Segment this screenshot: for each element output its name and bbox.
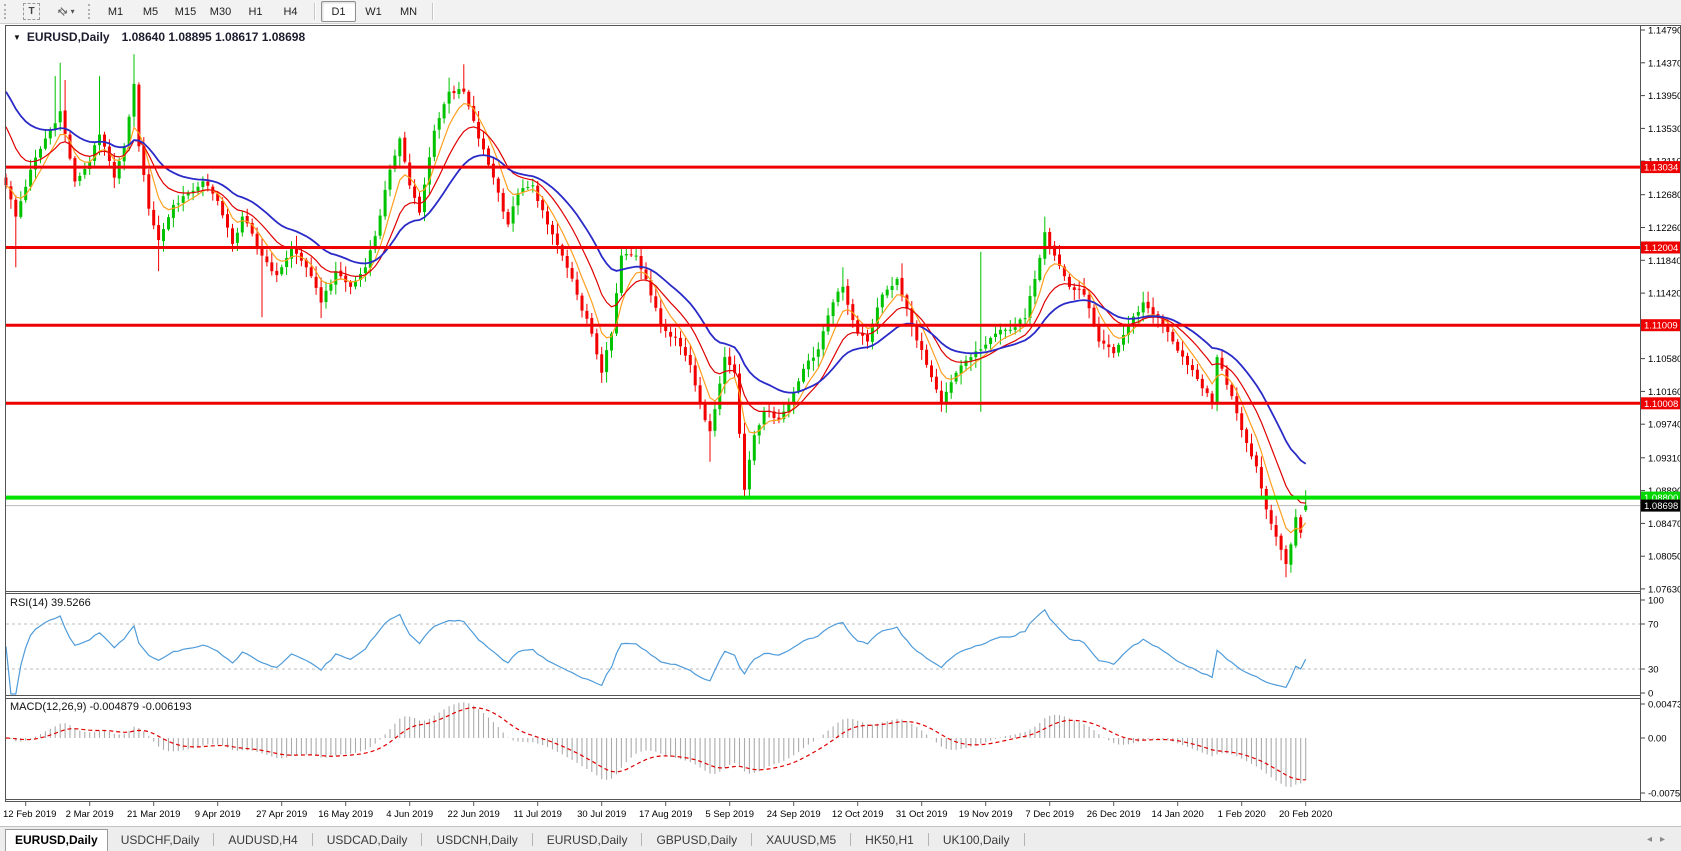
svg-text:30: 30 (1648, 665, 1659, 676)
tab-usdcad-daily[interactable]: USDCAD,Daily (326, 833, 408, 847)
svg-text:2 Mar 2019: 2 Mar 2019 (66, 809, 114, 820)
svg-text:1.09740: 1.09740 (1648, 420, 1681, 431)
timeframe-mn-button[interactable]: MN (399, 5, 418, 18)
svg-text:9 Apr 2019: 9 Apr 2019 (195, 809, 241, 820)
svg-text:1.11420: 1.11420 (1648, 289, 1681, 300)
svg-text:30 Jul 2019: 30 Jul 2019 (577, 809, 626, 820)
svg-text:1.10008: 1.10008 (1644, 399, 1678, 410)
svg-text:1.12680: 1.12680 (1648, 190, 1681, 201)
svg-text:1.08470: 1.08470 (1648, 519, 1681, 530)
chart-title: ▼ EURUSD,Daily 1.08640 1.08895 1.08617 1… (13, 30, 305, 44)
tab-scroll-left-icon: ◂ (1646, 834, 1660, 845)
svg-text:0.00: 0.00 (1648, 734, 1667, 745)
text-tool-button[interactable]: T (14, 1, 49, 22)
timeframe-m1-button[interactable]: M1 (107, 5, 124, 18)
svg-text:1.08800: 1.08800 (1644, 493, 1678, 504)
toolbar-grip[interactable] (4, 4, 9, 19)
tab-separator (927, 833, 929, 846)
tab-gbpusd-daily[interactable]: GBPUSD,Daily (656, 833, 738, 847)
svg-text:21 Mar 2019: 21 Mar 2019 (127, 809, 180, 820)
tab-scroll-right-icon: ▸ (1659, 834, 1673, 845)
svg-text:1.13530: 1.13530 (1648, 124, 1681, 135)
tab-scroll-arrows[interactable]: ◂▸ (1647, 834, 1673, 845)
svg-text:7 Dec 2019: 7 Dec 2019 (1025, 809, 1074, 820)
macd-indicator-label: MACD(12,26,9) -0.004879 -0.006193 (10, 701, 192, 713)
svg-text:0: 0 (1648, 689, 1653, 700)
svg-text:-0.00758: -0.00758 (1648, 789, 1681, 800)
svg-text:1.10160: 1.10160 (1648, 387, 1681, 398)
svg-text:1.07630: 1.07630 (1648, 584, 1681, 595)
tab-hk50-h1[interactable]: HK50,H1 (865, 833, 914, 847)
tab-audusd-h4[interactable]: AUDUSD,H4 (228, 833, 298, 847)
svg-text:1.08698: 1.08698 (1644, 501, 1678, 512)
tab-separator (213, 833, 215, 846)
tab-usdcnh-daily[interactable]: USDCNH,Daily (436, 833, 518, 847)
svg-text:1 Feb 2020: 1 Feb 2020 (1218, 809, 1266, 820)
text-tool-icon: T (23, 3, 40, 20)
svg-text:0.004738: 0.004738 (1648, 700, 1681, 711)
svg-text:22 Jun 2019: 22 Jun 2019 (448, 809, 500, 820)
svg-text:17 Aug 2019: 17 Aug 2019 (639, 809, 692, 820)
svg-text:100: 100 (1648, 596, 1664, 607)
svg-text:1.10580: 1.10580 (1648, 354, 1681, 365)
svg-text:24 Sep 2019: 24 Sep 2019 (767, 809, 821, 820)
toolbar-grip[interactable] (88, 4, 93, 19)
svg-text:4 Jun 2019: 4 Jun 2019 (386, 809, 433, 820)
timeframe-w1-button[interactable]: W1 (365, 5, 382, 18)
tab-separator (751, 833, 753, 846)
chevron-down-icon: ▾ (70, 7, 75, 16)
timeframe-m30-button[interactable]: M30 (209, 5, 232, 18)
tab-xauusd-m5[interactable]: XAUUSD,M5 (766, 833, 837, 847)
tab-separator (1023, 833, 1025, 846)
toolbar-separator (432, 3, 433, 20)
tab-eurusd-daily-2[interactable]: EURUSD,Daily (546, 833, 628, 847)
timeframe-d1-button[interactable]: D1 (321, 1, 356, 22)
timeframe-m15-button[interactable]: M15 (174, 5, 197, 18)
svg-text:14 Jan 2020: 14 Jan 2020 (1152, 809, 1204, 820)
svg-text:26 Dec 2019: 26 Dec 2019 (1087, 809, 1141, 820)
svg-text:16 May 2019: 16 May 2019 (318, 809, 373, 820)
svg-text:12 Feb 2019: 12 Feb 2019 (3, 809, 56, 820)
svg-text:1.13034: 1.13034 (1644, 163, 1678, 174)
timeframe-h4-button[interactable]: H4 (283, 5, 298, 18)
timeframe-m5-button[interactable]: M5 (142, 5, 159, 18)
svg-text:19 Nov 2019: 19 Nov 2019 (959, 809, 1013, 820)
chart-tabs-bar: EURUSD,Daily USDCHF,Daily AUDUSD,H4 USDC… (0, 826, 1681, 851)
svg-text:27 Apr 2019: 27 Apr 2019 (256, 809, 307, 820)
tab-separator (421, 833, 423, 846)
svg-text:12 Oct 2019: 12 Oct 2019 (832, 809, 884, 820)
tab-uk100-daily[interactable]: UK100,Daily (942, 833, 1010, 847)
arrange-windows-button[interactable]: ⇄ ▾ (49, 1, 84, 22)
toolbar-separator (314, 3, 315, 20)
top-toolbar: T ⇄ ▾ M1 M5 M15 M30 H1 H4 D1 W1 MN (0, 0, 1681, 24)
svg-text:1.12004: 1.12004 (1644, 243, 1678, 254)
svg-text:11 Jul 2019: 11 Jul 2019 (513, 809, 561, 820)
svg-text:5 Sep 2019: 5 Sep 2019 (705, 809, 754, 820)
chart-symbol-period: EURUSD,Daily (26, 30, 110, 44)
svg-text:20 Feb 2020: 20 Feb 2020 (1279, 809, 1332, 820)
tab-usdchf-daily[interactable]: USDCHF,Daily (120, 833, 200, 847)
collapse-arrow-icon[interactable]: ▼ (13, 32, 21, 42)
tab-separator (641, 833, 643, 846)
svg-text:70: 70 (1648, 620, 1659, 631)
chart-ohlc-values: 1.08640 1.08895 1.08617 1.08698 (121, 30, 306, 44)
rsi-indicator-label: RSI(14) 39.5266 (10, 597, 91, 609)
tab-eurusd-daily-active[interactable]: EURUSD,Daily (5, 829, 108, 851)
svg-text:1.12260: 1.12260 (1648, 223, 1681, 234)
svg-text:1.09310: 1.09310 (1648, 453, 1681, 464)
svg-text:1.14790: 1.14790 (1648, 26, 1681, 37)
arrange-icon: ⇄ (55, 4, 71, 20)
svg-text:1.11840: 1.11840 (1648, 256, 1681, 267)
tab-separator (311, 833, 313, 846)
svg-text:1.08050: 1.08050 (1648, 552, 1681, 563)
svg-text:1.13950: 1.13950 (1648, 91, 1681, 102)
timeframe-h1-button[interactable]: H1 (248, 5, 263, 18)
svg-text:1.11009: 1.11009 (1644, 321, 1678, 332)
tab-separator (850, 833, 852, 846)
svg-text:31 Oct 2019: 31 Oct 2019 (896, 809, 948, 820)
tab-separator (531, 833, 533, 846)
svg-text:1.14370: 1.14370 (1648, 58, 1681, 69)
